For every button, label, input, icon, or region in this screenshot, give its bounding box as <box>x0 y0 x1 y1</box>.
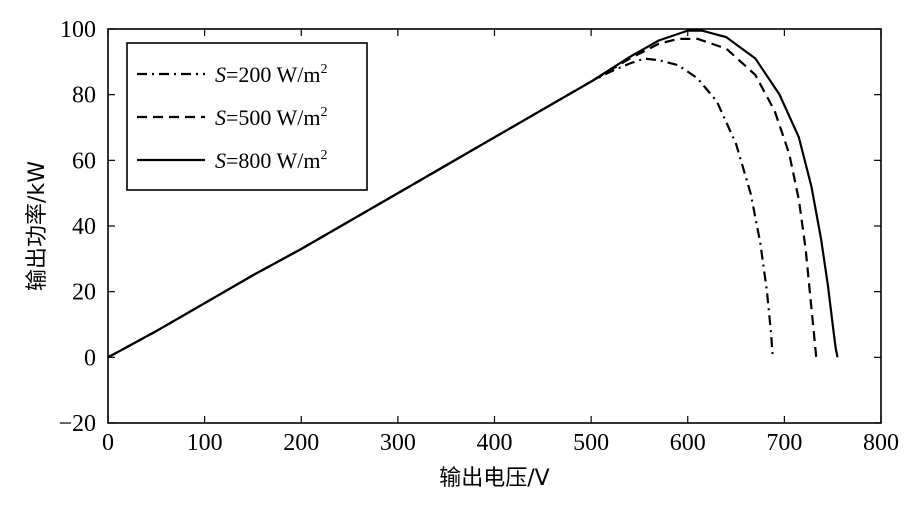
legend-superscript: 2 <box>321 105 328 120</box>
x-tick-label: 100 <box>187 430 223 456</box>
y-tick-label: 60 <box>72 148 96 174</box>
legend-value: =500 W/m <box>226 105 321 130</box>
legend-superscript: 2 <box>321 148 328 163</box>
x-tick-label: 600 <box>670 430 706 456</box>
y-tick-label: −20 <box>58 411 96 437</box>
series-line-3 <box>107 29 839 359</box>
legend-superscript: 2 <box>321 62 328 77</box>
x-tick-label: 700 <box>766 430 802 456</box>
legend-symbol: S <box>215 62 226 87</box>
legend-label-1: S=200 W/m2 <box>215 62 328 87</box>
x-tick-label: 800 <box>863 430 899 456</box>
x-axis-title: 输出电压/V <box>439 466 549 491</box>
series-lines <box>107 29 839 359</box>
legend-label-3: S=800 W/m2 <box>215 148 328 173</box>
legend-value: =800 W/m <box>226 148 321 173</box>
y-tick-label: 100 <box>60 17 96 43</box>
y-tick-label: 80 <box>72 83 96 109</box>
x-tick-label: 400 <box>477 430 513 456</box>
y-axis-title: 输出功率/kW <box>25 161 50 291</box>
x-tick-label: 300 <box>380 430 416 456</box>
series-line-1 <box>107 57 774 359</box>
legend-box <box>126 42 368 191</box>
legend-value: =200 W/m <box>226 62 321 87</box>
x-tick-label: 0 <box>102 430 114 456</box>
legend-label-2: S=500 W/m2 <box>215 105 328 130</box>
legend: S=200 W/m2S=500 W/m2S=800 W/m2 <box>126 42 368 191</box>
legend-symbol: S <box>215 105 226 130</box>
y-tick-label: 40 <box>72 214 96 240</box>
legend-symbol: S <box>215 148 226 173</box>
x-tick-label: 500 <box>573 430 609 456</box>
x-tick-label: 200 <box>283 430 319 456</box>
y-tick-label: 0 <box>84 345 96 371</box>
y-tick-label: 20 <box>72 280 96 306</box>
